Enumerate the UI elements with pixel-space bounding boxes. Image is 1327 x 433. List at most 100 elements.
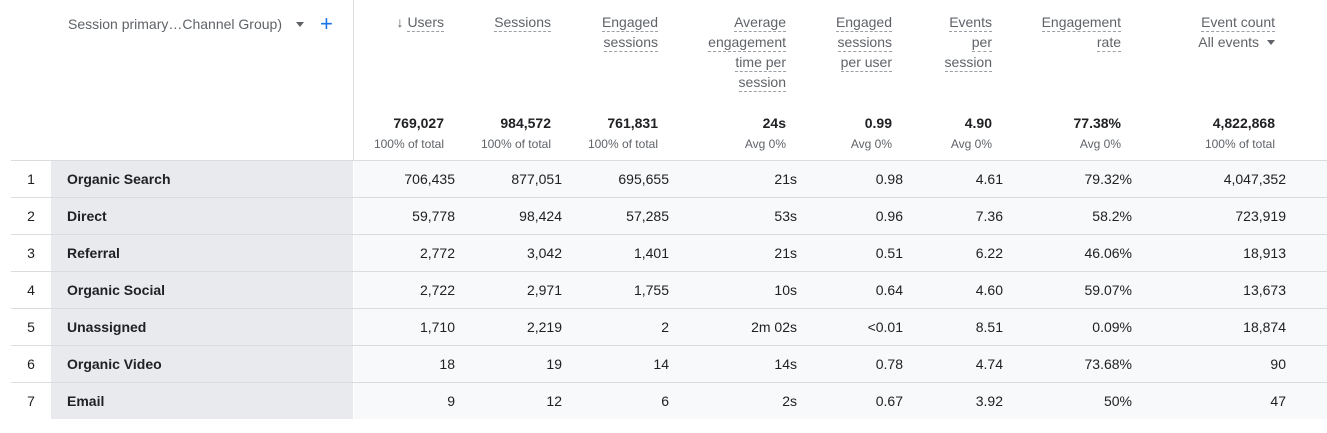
total-subtext: 100% of total xyxy=(587,137,658,151)
cell-avg-engagement-time: 21s xyxy=(774,245,797,261)
column-header-label: Events xyxy=(949,14,992,32)
row-metrics-bg xyxy=(354,198,1327,234)
cell-events-per-session: 3.92 xyxy=(975,393,1003,409)
column-header-engaged-sessions-per-user[interactable]: Engaged sessions per user xyxy=(835,12,892,72)
cell-users: 706,435 xyxy=(404,171,455,187)
row-channel-name[interactable]: Direct xyxy=(67,208,107,224)
row-dimension-bg xyxy=(51,198,353,234)
row-channel-name[interactable]: Organic Social xyxy=(67,282,166,298)
cell-events-per-session: 4.61 xyxy=(975,171,1003,187)
total-value: 77.38% xyxy=(1073,115,1121,131)
total-value: 769,027 xyxy=(393,115,444,131)
cell-events-per-session: 4.60 xyxy=(975,282,1003,298)
column-header-label: Users xyxy=(407,14,444,32)
cell-engaged-sessions: 2 xyxy=(661,319,669,335)
cell-avg-engagement-time: 2s xyxy=(782,393,797,409)
cell-event-count: 18,874 xyxy=(1243,319,1286,335)
cell-event-count: 13,673 xyxy=(1243,282,1286,298)
cell-event-count: 723,919 xyxy=(1235,208,1286,224)
column-header-event-count[interactable]: Event count All events xyxy=(1198,12,1275,52)
cell-event-count: 90 xyxy=(1270,356,1286,372)
column-total: 984,572 100% of total xyxy=(481,114,551,151)
row-dimension-bg xyxy=(51,161,353,197)
column-header-engaged-sessions[interactable]: Engaged sessions xyxy=(601,12,658,52)
column-header-label: Engaged xyxy=(835,14,892,32)
column-header-engagement-rate[interactable]: Engagement rate xyxy=(1041,12,1121,52)
column-header-sessions[interactable]: Sessions xyxy=(494,12,551,32)
cell-engaged-sessions-per-user: 0.98 xyxy=(875,171,903,187)
row-rank: 2 xyxy=(27,208,35,224)
table-row[interactable]: 4 Organic Social 2,722 2,971 1,755 10s 0.64 4.6… xyxy=(11,271,1327,308)
cell-engaged-sessions: 1,401 xyxy=(633,245,669,261)
cell-sessions: 98,424 xyxy=(519,208,562,224)
sort-descending-icon[interactable]: ↓ xyxy=(396,14,404,30)
column-total: 4.90 Avg 0% xyxy=(951,114,992,151)
column-header-avg-engagement-time[interactable]: Average engagement time per session xyxy=(708,12,786,92)
total-subtext: Avg 0% xyxy=(850,137,892,151)
row-dimension-bg xyxy=(51,235,353,271)
chevron-down-icon[interactable] xyxy=(1267,39,1275,45)
row-metrics-bg xyxy=(354,346,1327,382)
cell-users: 2,772 xyxy=(419,245,455,261)
row-channel-name[interactable]: Organic Search xyxy=(67,171,171,187)
row-channel-name[interactable]: Referral xyxy=(67,245,120,261)
column-header-label: Event count xyxy=(1201,14,1275,32)
cell-engagement-rate: 73.68% xyxy=(1084,356,1132,372)
row-channel-name[interactable]: Unassigned xyxy=(67,319,147,335)
column-header-label: sessions xyxy=(603,34,658,52)
table-row[interactable]: 1 Organic Search 706,435 877,051 695,655 21s 0… xyxy=(11,160,1327,197)
cell-engaged-sessions-per-user: 0.64 xyxy=(875,282,903,298)
dimension-header[interactable]: Session primary…Channel Group) + xyxy=(68,11,333,36)
cell-avg-engagement-time: 21s xyxy=(774,171,797,187)
column-total: 761,831 100% of total xyxy=(588,114,658,151)
cell-event-count: 4,047,352 xyxy=(1223,171,1286,187)
event-selector-label: All events xyxy=(1198,34,1259,50)
row-metrics-bg xyxy=(354,309,1327,345)
dimension-label[interactable]: Session primary…Channel Group) xyxy=(68,16,282,32)
table-row[interactable]: 3 Referral 2,772 3,042 1,401 21s 0.51 6.22 46.06… xyxy=(11,234,1327,271)
column-total: 24s Avg 0% xyxy=(745,114,786,151)
row-channel-name[interactable]: Email xyxy=(67,393,105,409)
row-rank: 3 xyxy=(27,245,35,261)
column-header-label: Sessions xyxy=(494,14,551,32)
row-dimension-bg xyxy=(51,346,353,382)
column-header-events-per-session[interactable]: Events per session xyxy=(944,12,992,72)
table-row[interactable]: 2 Direct 59,778 98,424 57,285 53s 0.96 7.36 58.2… xyxy=(11,197,1327,234)
cell-users: 18 xyxy=(439,356,455,372)
dimension-dropdown-icon[interactable] xyxy=(295,21,304,27)
table-row[interactable]: 7 Email 9 12 6 2s 0.67 3.92 50% 47 xyxy=(11,382,1327,419)
cell-users: 9 xyxy=(447,393,455,409)
cell-engagement-rate: 0.09% xyxy=(1092,319,1132,335)
cell-avg-engagement-time: 14s xyxy=(774,356,797,372)
column-header-label: per user xyxy=(840,54,892,72)
cell-users: 2,722 xyxy=(419,282,455,298)
cell-engaged-sessions: 14 xyxy=(653,356,669,372)
cell-engagement-rate: 46.06% xyxy=(1084,245,1132,261)
column-header-label: rate xyxy=(1096,34,1121,52)
total-subtext: 100% of total xyxy=(1204,137,1275,151)
row-metrics-bg xyxy=(354,161,1327,197)
cell-engaged-sessions: 6 xyxy=(661,393,669,409)
cell-event-count: 47 xyxy=(1270,393,1286,409)
cell-sessions: 12 xyxy=(546,393,562,409)
cell-sessions: 877,051 xyxy=(511,171,562,187)
row-dimension-bg xyxy=(51,309,353,345)
event-selector[interactable]: All events xyxy=(1198,32,1275,52)
cell-events-per-session: 7.36 xyxy=(975,208,1003,224)
cell-events-per-session: 4.74 xyxy=(975,356,1003,372)
table-row[interactable]: 5 Unassigned 1,710 2,219 2 2m 02s <0.01 8.51 0.0… xyxy=(11,308,1327,345)
cell-avg-engagement-time: 2m 02s xyxy=(751,319,797,335)
column-header-label: Engaged xyxy=(601,14,658,32)
cell-sessions: 19 xyxy=(546,356,562,372)
total-value: 4,822,868 xyxy=(1212,115,1275,131)
row-metrics-bg xyxy=(354,235,1327,271)
column-total: 77.38% Avg 0% xyxy=(1074,114,1121,151)
cell-engaged-sessions-per-user: 0.51 xyxy=(875,245,903,261)
total-subtext: 100% of total xyxy=(373,137,444,151)
row-channel-name[interactable]: Organic Video xyxy=(67,356,162,372)
table-row[interactable]: 6 Organic Video 18 19 14 14s 0.78 4.74 73.68% 90 xyxy=(11,345,1327,382)
cell-engaged-sessions-per-user: 0.96 xyxy=(875,208,903,224)
column-header-users[interactable]: ↓ Users xyxy=(396,12,444,32)
column-header-label: Engagement xyxy=(1041,14,1121,32)
add-dimension-icon[interactable]: + xyxy=(319,11,333,36)
